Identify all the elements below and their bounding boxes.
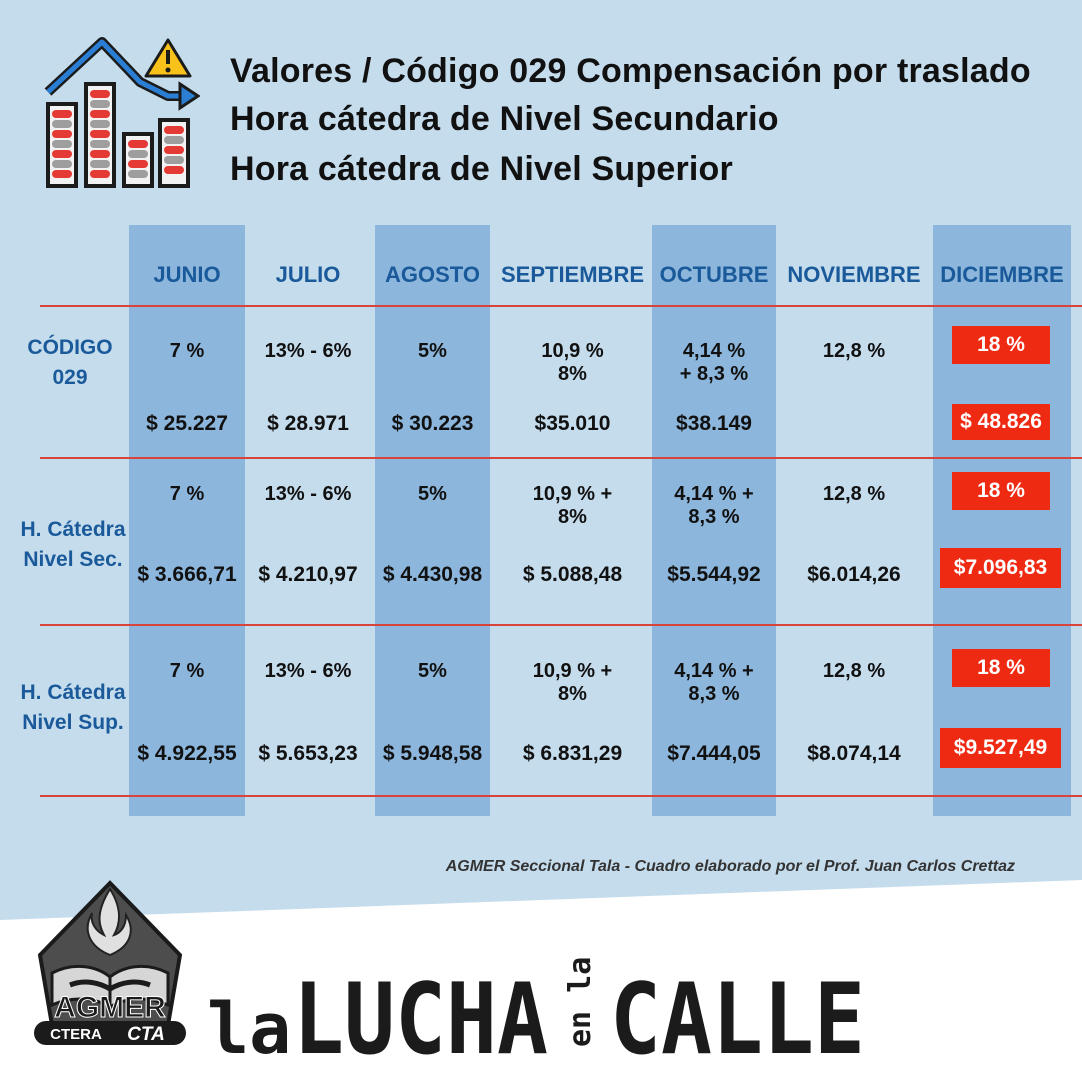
percentage-cell: 7 % (169, 483, 205, 505)
value-cell: $ 4.430,98 (382, 563, 483, 586)
month-header-julio: JULIO (275, 262, 341, 287)
month-header-octubre: OCTUBRE (659, 262, 769, 287)
percentage-cell: 13% - 6% (264, 340, 352, 362)
value-cell: $7.444,05 (667, 742, 761, 765)
value-cell: $ 6.831,29 (522, 742, 623, 765)
slogan-lucha: LUCHA (293, 963, 548, 1065)
slogan-la: la (207, 988, 291, 1065)
agmer-logo: AGMER CTERA CTA (34, 880, 186, 1045)
title-line-3: Hora cátedra de Nivel Superior (230, 150, 733, 188)
percentage-cell: 4,14 % + 8,3 % (674, 483, 754, 528)
row-label-codigo-029: CÓDIGO 029 (10, 333, 130, 393)
percentage-cell: 13% - 6% (264, 660, 352, 682)
percentage-highlight: 18 % (952, 472, 1050, 510)
row-label-line: Nivel Sec. (23, 548, 123, 571)
percentage-cell: 5% (418, 660, 447, 682)
value-cell: $35.010 (534, 412, 611, 435)
month-header-junio: JUNIO (153, 262, 221, 287)
row-label-line: H. Cátedra (20, 518, 126, 541)
percentage-cell: 12,8 % (822, 340, 886, 362)
title-line-2: Hora cátedra de Nivel Secundario (230, 100, 779, 138)
percentage-cell: 5% (418, 340, 447, 362)
percentage-cell: 10,9 % + 8% (532, 660, 613, 705)
row-separator (40, 624, 1082, 626)
row-label-line: H. Cátedra (20, 681, 126, 704)
logo-cta-text: CTA (127, 1024, 165, 1045)
value-highlight: $ 48.826 (952, 404, 1050, 440)
credit-text: AGMER Seccional Tala - Cuadro elaborado … (445, 858, 1015, 875)
value-highlight: $7.096,83 (940, 548, 1061, 588)
row-separator (40, 795, 1082, 797)
value-cell: $8.074,14 (807, 742, 901, 765)
month-header-agosto: AGOSTO (385, 262, 480, 287)
value-highlight: $9.527,49 (940, 728, 1061, 768)
percentage-cell: 7 % (169, 660, 205, 682)
percentage-cell: 13% - 6% (264, 483, 352, 505)
percentage-highlight: 18 % (952, 649, 1050, 687)
value-cell: $6.014,26 (807, 563, 901, 586)
month-header-diciembre: DICIEMBRE (940, 262, 1064, 287)
logo-ctera-text: CTERA (50, 1026, 102, 1043)
value-cell: $ 28.971 (267, 412, 349, 435)
row-label-line: CÓDIGO (27, 336, 113, 359)
row-label-nivel-sec: H. Cátedra Nivel Sec. (8, 515, 138, 575)
value-cell: $ 5.653,23 (258, 742, 358, 765)
logo-text: AGMER (54, 991, 166, 1024)
percentage-cell: 5% (418, 483, 447, 505)
percentage-cell: 4,14 % + 8,3 % (679, 340, 749, 385)
value-cell: $38.149 (676, 412, 752, 435)
value-cell: $5.544,92 (667, 563, 761, 586)
percentage-cell: 12,8 % (822, 483, 886, 505)
value-cell: $ 5.088,48 (522, 563, 623, 586)
column-shade-diciembre (933, 225, 1071, 816)
percentage-cell: 12,8 % (822, 660, 886, 682)
value-cell: $ 4.922,55 (137, 742, 237, 765)
slogan-en-la: en la (563, 957, 598, 1047)
percentage-cell: 10,9 % + 8% (532, 483, 613, 528)
month-header-noviembre: NOVIEMBRE (787, 262, 921, 287)
value-cell: $ 3.666,71 (137, 563, 237, 586)
month-header-septiembre: SEPTIEMBRE (500, 262, 645, 287)
row-label-nivel-sup: H. Cátedra Nivel Sup. (8, 678, 138, 738)
falling-bar-chart-warning-icon (44, 37, 200, 188)
row-label-line: Nivel Sup. (22, 711, 124, 734)
percentage-cell: 10,9 % 8% (541, 340, 604, 385)
percentage-cell: 4,14 % + 8,3 % (674, 660, 754, 705)
row-separator (40, 305, 1082, 307)
slogan-calle: CALLE (610, 963, 865, 1065)
title-line-1: Valores / Código 029 Compensación por tr… (230, 52, 1031, 90)
value-cell: $ 4.210,97 (258, 563, 358, 586)
value-cell: $ 25.227 (146, 412, 228, 435)
slogan-la-lucha-en-la-calle: la LUCHA en la CALLE (207, 957, 865, 1065)
percentage-cell: 7 % (169, 340, 205, 362)
value-cell: $ 5.948,58 (382, 742, 483, 765)
row-label-line: 029 (52, 366, 88, 389)
percentage-highlight: 18 % (952, 326, 1050, 364)
column-shade-junio (129, 225, 245, 816)
row-separator (40, 457, 1082, 459)
column-shade-agosto (375, 225, 490, 816)
column-shade-octubre (652, 225, 776, 816)
value-cell: $ 30.223 (391, 412, 474, 435)
